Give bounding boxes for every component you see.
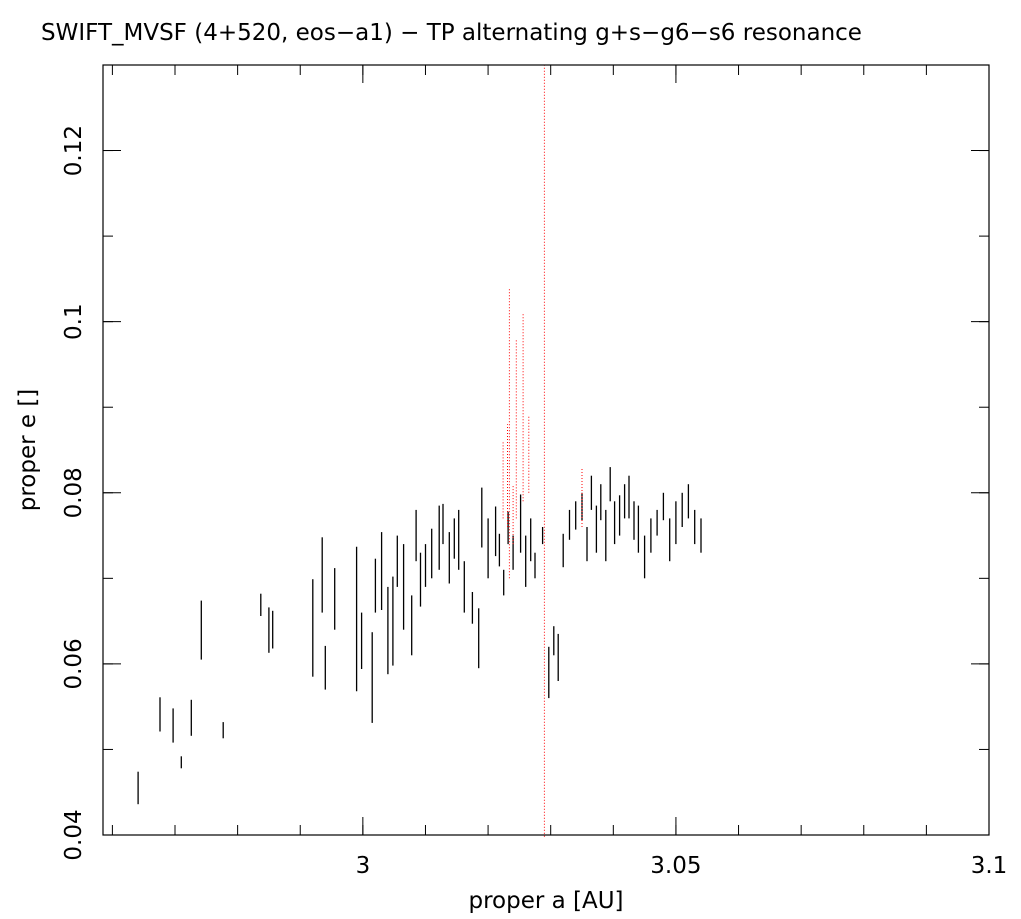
axis-tick-labels: 3 3.05 3.1 0.04 0.06 0.08 0.1 0.12: [61, 125, 1007, 879]
y-axis-label: proper e []: [15, 389, 41, 512]
axis-ticks: [103, 64, 990, 836]
y-tick-label: 0.1: [61, 303, 87, 340]
y-tick-label: 0.08: [61, 467, 87, 518]
x-tick-label: 3: [356, 853, 371, 879]
y-tick-label: 0.06: [61, 638, 87, 689]
chart-title: SWIFT_MVSF (4+520, eos−a1) − TP alternat…: [41, 20, 862, 46]
series-0: [137, 467, 702, 805]
series-1: [502, 65, 583, 837]
y-tick-label: 0.12: [61, 125, 87, 176]
plot-frame: [102, 64, 990, 836]
x-tick-label: 3.1: [971, 853, 1008, 879]
plot-marks: [137, 65, 702, 837]
x-axis-label: proper a [AU]: [468, 888, 623, 914]
x-tick-label: 3.05: [650, 853, 701, 879]
y-tick-label: 0.04: [61, 809, 87, 860]
